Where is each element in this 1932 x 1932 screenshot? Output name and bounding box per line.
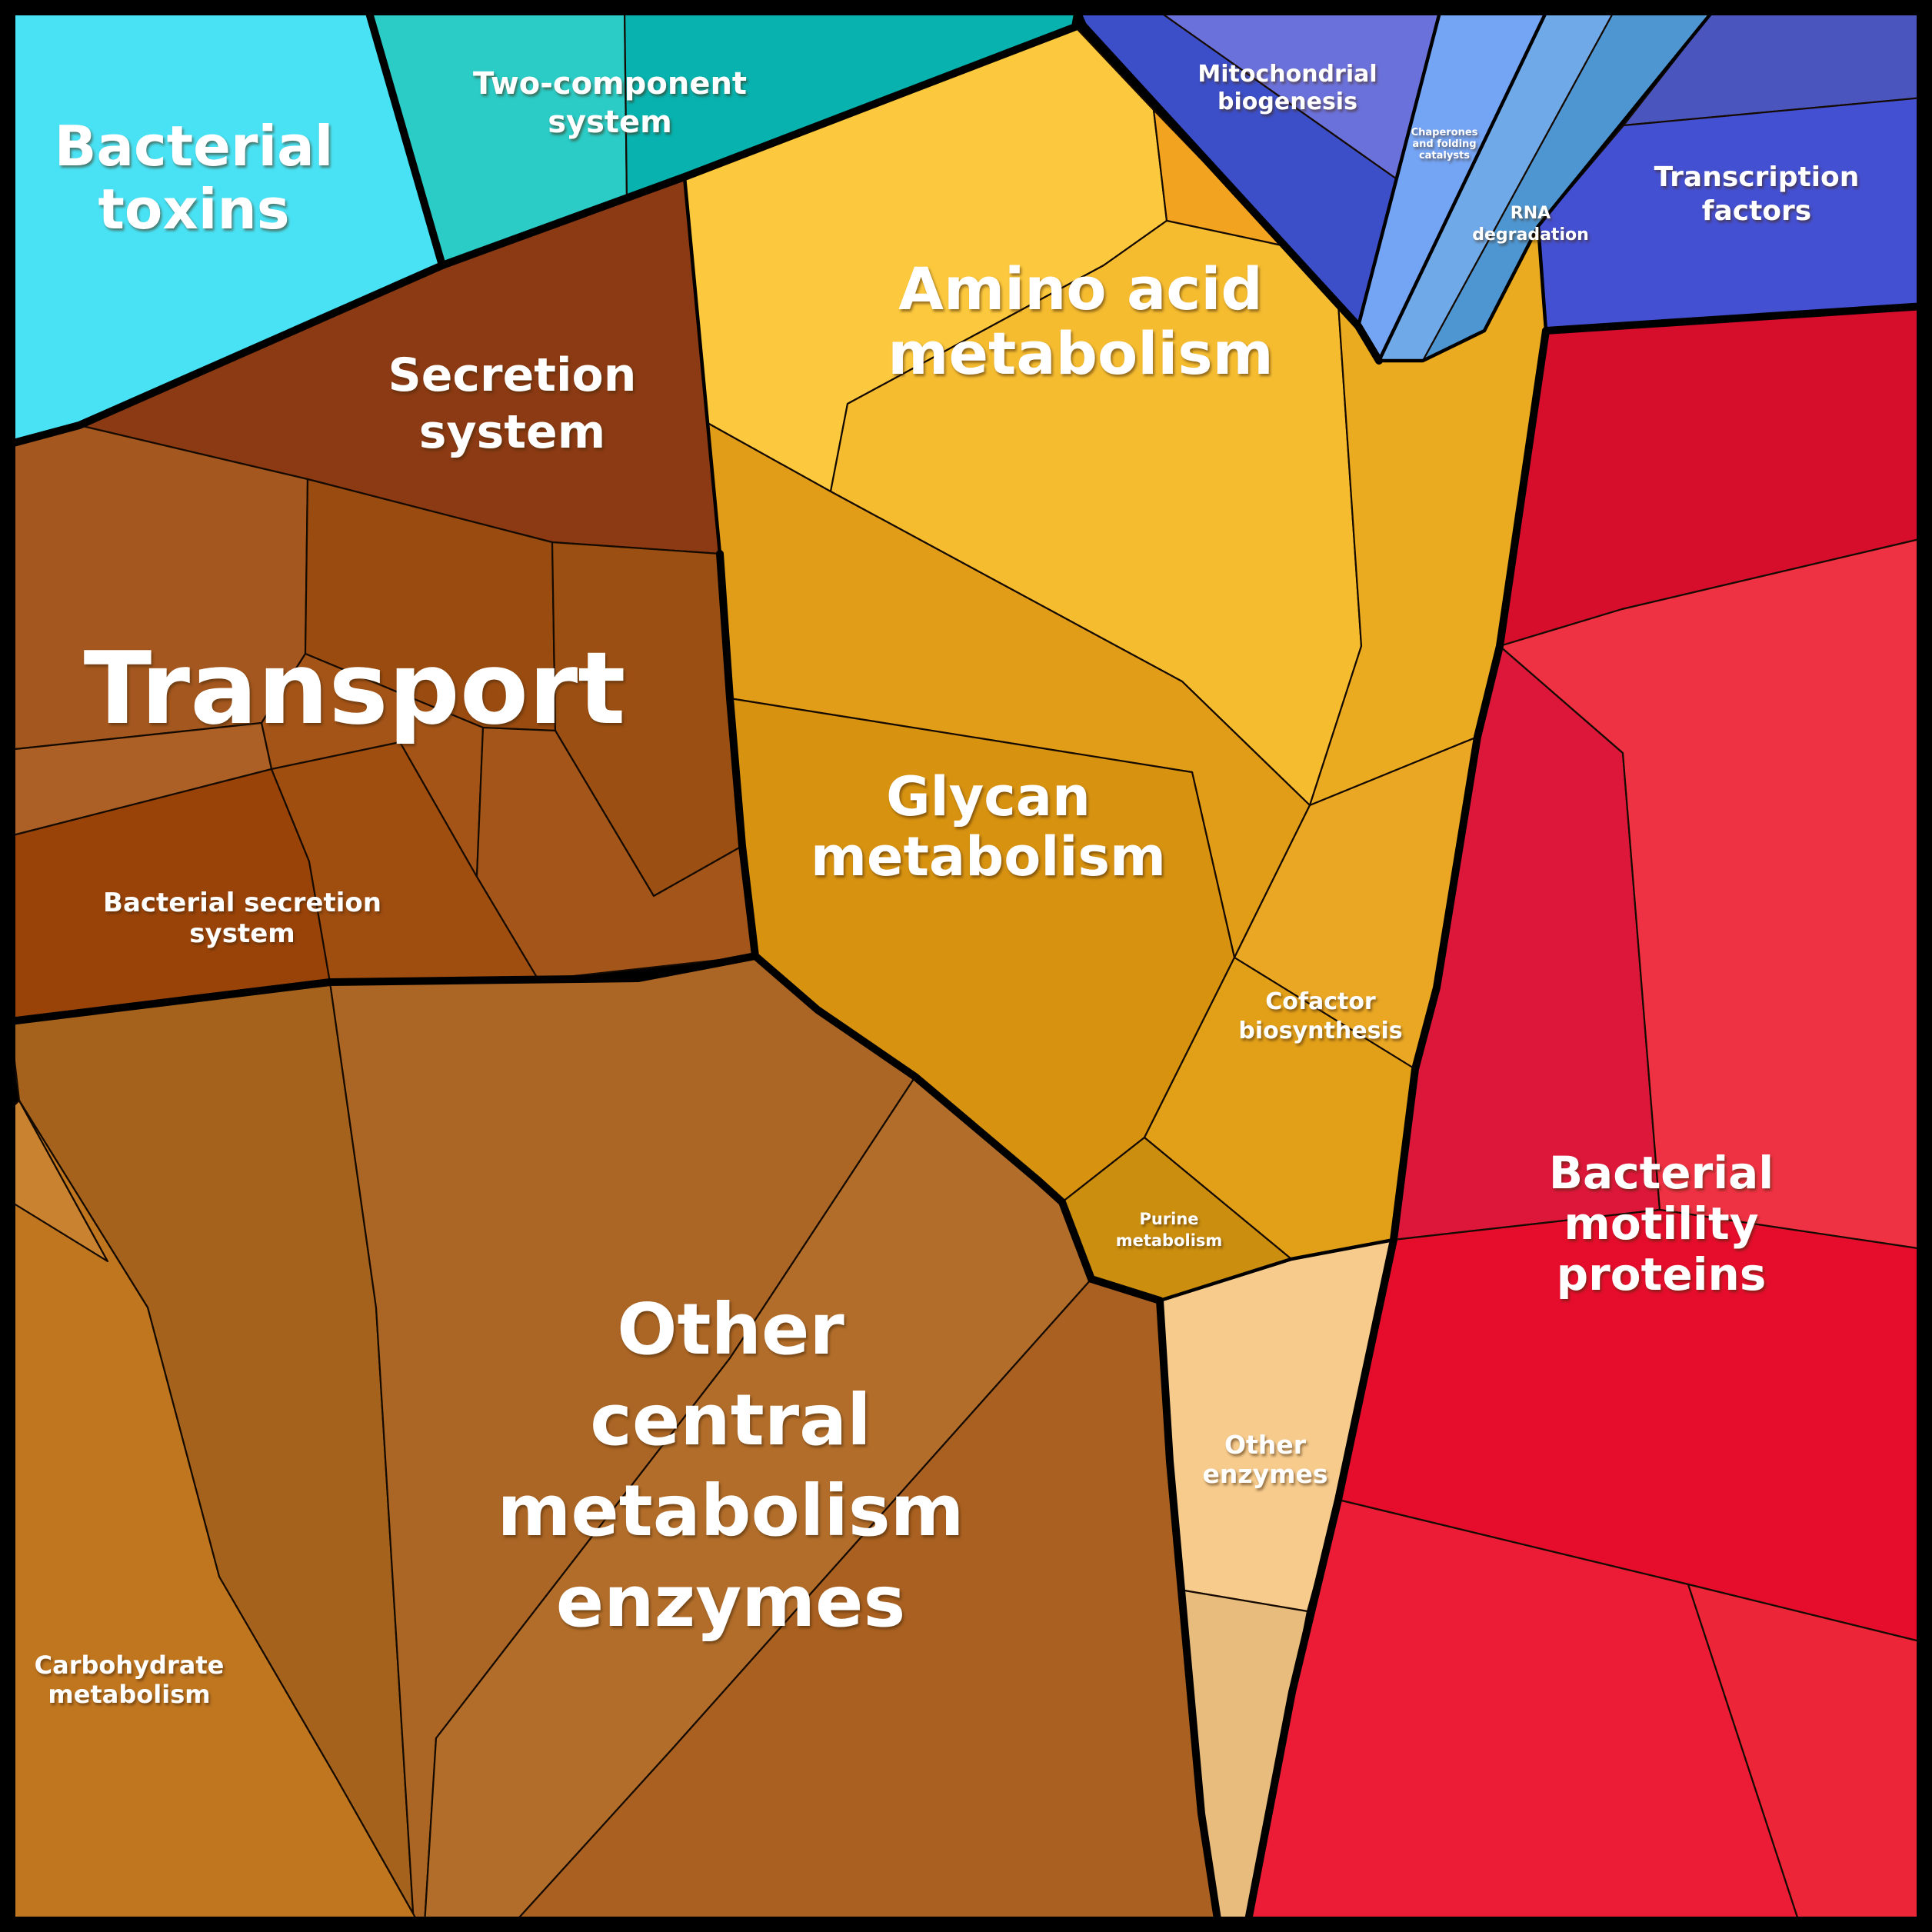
treemap-cells [6, 6, 1924, 1926]
label-transcription-factors: Transcription factors [1654, 162, 1860, 227]
label-bacterial-motility: Bacterial motility proteins [1549, 1147, 1774, 1301]
label-other-enzymes: Other enzymes [1202, 1430, 1327, 1489]
label-transport: Transport [84, 630, 626, 747]
label-cofactor-biosynthesis: Cofactor biosynthesis [1238, 988, 1402, 1044]
label-glycan-metabolism: Glycan metabolism [811, 765, 1166, 888]
label-rna-degradation: RNA degradation [1472, 204, 1589, 245]
thick-border-6 [1156, 1297, 1222, 1928]
label-purine-metabolism: Purine metabolism [1116, 1210, 1223, 1250]
label-two-component-system: Two-component system [473, 66, 747, 140]
medium-border-1 [1377, 224, 1548, 363]
thick-border-1 [4, 5, 1082, 448]
label-carbohydrate-metabolism: Carbohydrate metabolism [35, 1651, 225, 1709]
medium-border-5 [1158, 1237, 1396, 1303]
label-mitochondrial-biogenesis: Mitochondrial biogenesis [1198, 61, 1377, 115]
thick-border-4 [6, 952, 759, 1025]
medium-border-3 [1377, 7, 1550, 363]
region-labels: Bacterial toxins Two-component system Secret… [35, 61, 1860, 1709]
thick-border-5 [751, 952, 1164, 1304]
thick-border-3 [716, 550, 759, 960]
label-bacterial-toxins: Bacterial toxins [55, 114, 334, 242]
category-borders [4, 4, 1928, 1928]
thick-border-8 [1542, 302, 1928, 335]
label-bacterial-secretion-system: Bacterial secretion system [103, 888, 381, 949]
label-secretion-system: Secretion system [388, 348, 637, 459]
medium-border-4 [1536, 7, 1717, 228]
label-amino-acid-metabolism: Amino acid metabolism [888, 255, 1274, 388]
label-chaperones: Chaperones and folding catalysts [1411, 127, 1478, 162]
thick-border-0 [364, 4, 446, 269]
medium-border-2 [1356, 7, 1443, 328]
label-other-central: Other central metabolism enzymes [497, 1288, 964, 1643]
medium-border-0 [682, 175, 722, 556]
thick-border-7 [1244, 327, 1550, 1928]
